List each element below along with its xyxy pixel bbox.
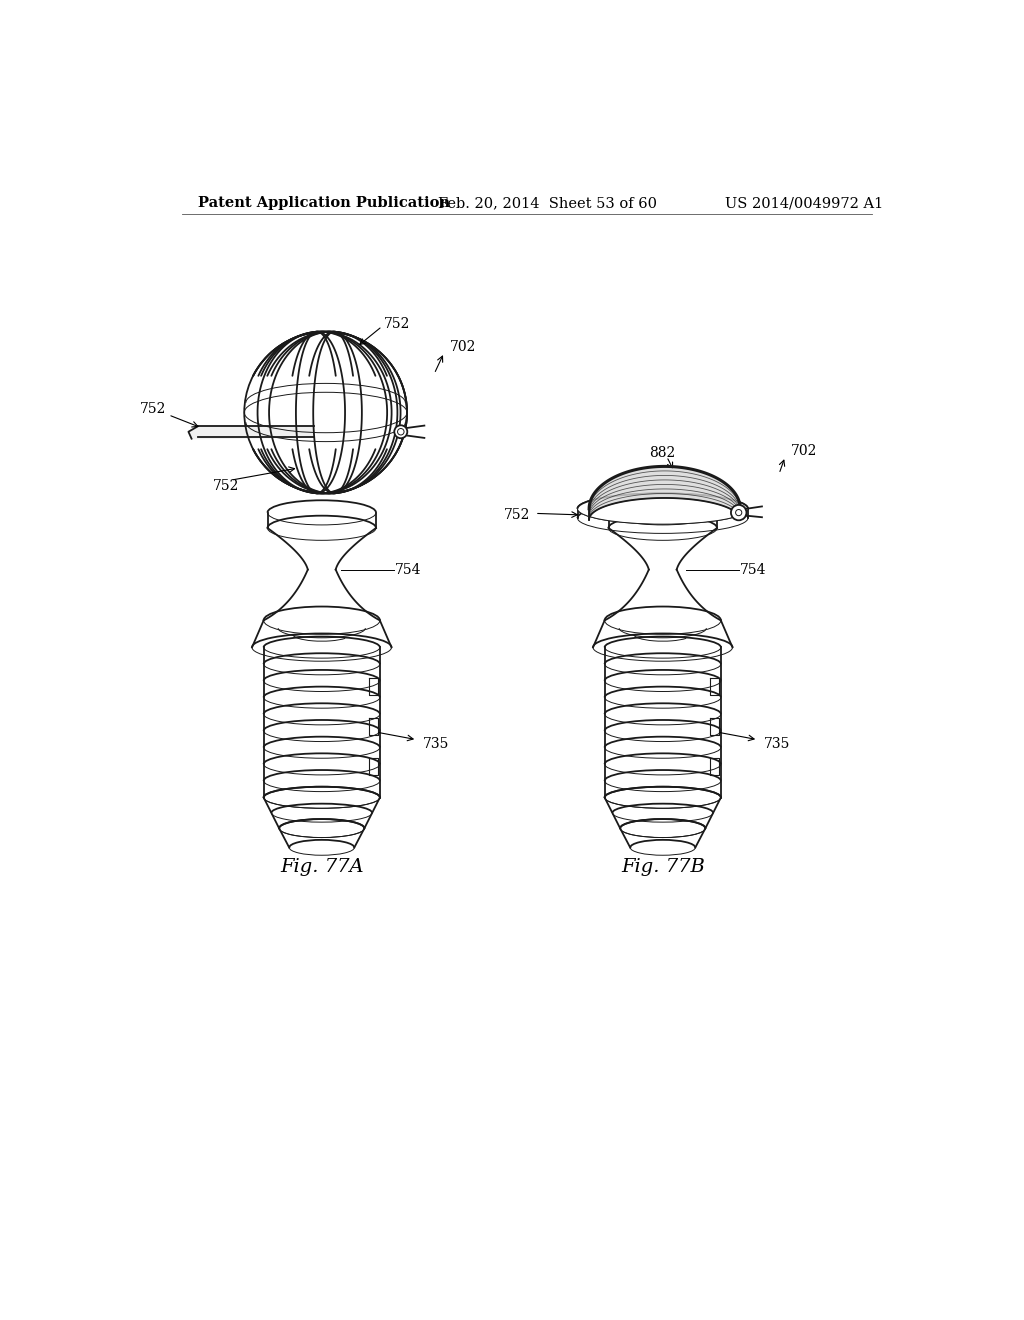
Text: 752: 752 [213, 479, 240, 492]
Text: Fig. 77A: Fig. 77A [280, 858, 364, 875]
Text: 754: 754 [395, 564, 422, 577]
Circle shape [731, 506, 746, 520]
Text: 702: 702 [791, 444, 817, 458]
Text: 735: 735 [764, 737, 790, 751]
Circle shape [394, 425, 408, 438]
Polygon shape [589, 466, 740, 520]
Text: 752: 752 [384, 317, 411, 331]
Text: 752: 752 [139, 401, 166, 416]
Text: 752: 752 [504, 508, 530, 521]
Ellipse shape [578, 494, 748, 524]
Text: 702: 702 [450, 341, 476, 354]
Text: Patent Application Publication: Patent Application Publication [198, 197, 450, 210]
Text: Fig. 77B: Fig. 77B [621, 858, 705, 875]
Text: US 2014/0049972 A1: US 2014/0049972 A1 [725, 197, 883, 210]
Text: Feb. 20, 2014  Sheet 53 of 60: Feb. 20, 2014 Sheet 53 of 60 [438, 197, 657, 210]
Polygon shape [188, 426, 314, 438]
Text: 754: 754 [740, 564, 767, 577]
Text: 735: 735 [423, 737, 449, 751]
Text: 882: 882 [649, 446, 675, 461]
